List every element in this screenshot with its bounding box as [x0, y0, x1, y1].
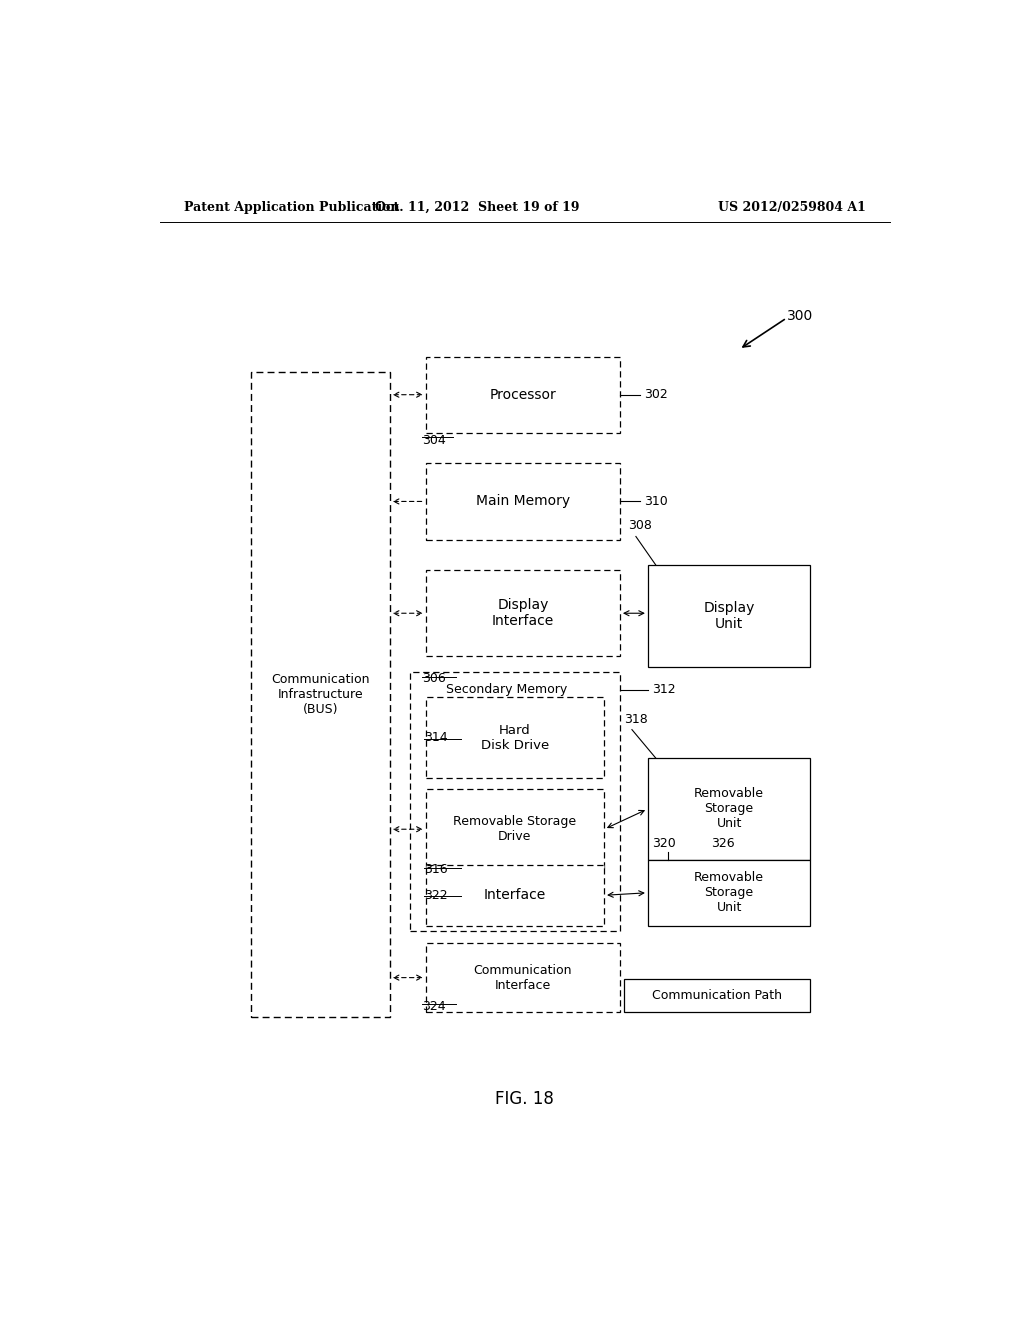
Text: Processor: Processor: [489, 388, 556, 401]
Text: 316: 316: [424, 863, 447, 876]
Text: Removable
Storage
Unit: Removable Storage Unit: [694, 871, 764, 915]
Text: FIG. 18: FIG. 18: [496, 1089, 554, 1107]
Text: Interface: Interface: [483, 888, 546, 903]
Text: Main Memory: Main Memory: [476, 495, 570, 508]
Text: Communication
Infrastructure
(BUS): Communication Infrastructure (BUS): [271, 673, 370, 715]
Text: 302: 302: [644, 388, 668, 401]
Text: 314: 314: [424, 731, 447, 744]
Bar: [426, 570, 621, 656]
Bar: [410, 672, 621, 931]
Text: 306: 306: [422, 672, 445, 685]
Text: Removable Storage
Drive: Removable Storage Drive: [454, 816, 577, 843]
Text: Removable
Storage
Unit: Removable Storage Unit: [694, 788, 764, 830]
Text: Oct. 11, 2012  Sheet 19 of 19: Oct. 11, 2012 Sheet 19 of 19: [375, 201, 580, 214]
Text: Display
Interface: Display Interface: [492, 598, 554, 628]
Bar: [426, 788, 604, 870]
Text: 310: 310: [644, 495, 668, 508]
Text: 304: 304: [422, 434, 445, 447]
Text: Communication
Interface: Communication Interface: [473, 964, 572, 991]
Text: 312: 312: [652, 684, 676, 697]
Text: 326: 326: [712, 837, 735, 850]
Bar: [648, 758, 811, 859]
Text: 308: 308: [628, 520, 652, 532]
Text: 320: 320: [652, 837, 676, 850]
Bar: [251, 372, 390, 1018]
Text: 300: 300: [786, 309, 813, 323]
Text: Display
Unit: Display Unit: [703, 601, 755, 631]
Text: US 2012/0259804 A1: US 2012/0259804 A1: [718, 201, 866, 214]
Text: Secondary Memory: Secondary Memory: [446, 684, 567, 697]
Bar: [624, 978, 811, 1012]
Text: 318: 318: [624, 713, 648, 726]
Text: Communication Path: Communication Path: [652, 989, 782, 1002]
Bar: [426, 356, 621, 433]
Text: 322: 322: [424, 888, 447, 902]
Bar: [648, 565, 811, 667]
Bar: [648, 859, 811, 925]
Text: 324: 324: [422, 999, 445, 1012]
Text: Hard
Disk Drive: Hard Disk Drive: [480, 723, 549, 752]
Bar: [426, 697, 604, 779]
Bar: [426, 463, 621, 540]
Bar: [426, 865, 604, 925]
Text: Patent Application Publication: Patent Application Publication: [183, 201, 399, 214]
Bar: [426, 942, 621, 1012]
